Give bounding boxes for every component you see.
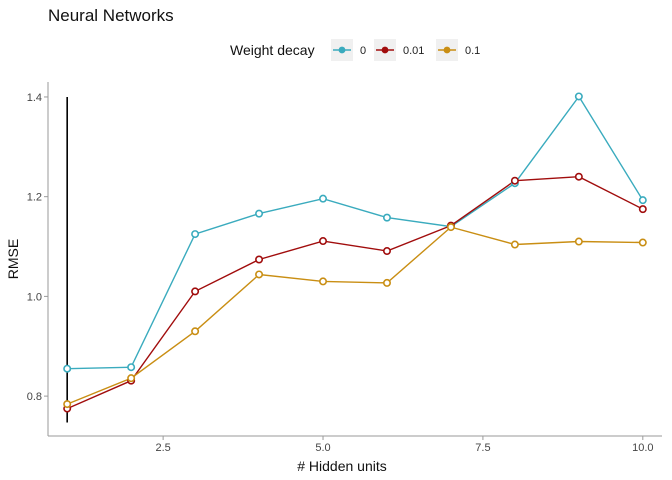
x-tick-label: 5.0 bbox=[315, 442, 330, 454]
data-point-0.1 bbox=[63, 400, 72, 409]
series-line-0 bbox=[67, 95, 644, 370]
plot-area bbox=[63, 92, 647, 423]
y-tick-label: 0.8 bbox=[27, 391, 42, 403]
legend-title: Weight decay bbox=[230, 42, 315, 58]
data-point-0 bbox=[382, 213, 391, 222]
x-tick-label: 10.0 bbox=[632, 442, 653, 454]
data-point-0.01 bbox=[191, 287, 200, 296]
data-point-0 bbox=[191, 230, 200, 239]
data-point-0.1 bbox=[319, 277, 328, 286]
legend: Weight decay 0 0.01 0.1 bbox=[230, 39, 480, 61]
data-point-0.01 bbox=[510, 176, 519, 185]
data-point-0 bbox=[255, 209, 264, 218]
data-point-0.1 bbox=[638, 238, 647, 247]
data-point-0.1 bbox=[382, 278, 391, 287]
y-axis-title: RMSE bbox=[5, 239, 21, 279]
data-point-0.01 bbox=[382, 247, 391, 256]
data-point-0 bbox=[638, 196, 647, 205]
x-tick-label: 2.5 bbox=[155, 442, 170, 454]
x-tick-label: 7.5 bbox=[475, 442, 490, 454]
data-point-0.1 bbox=[255, 270, 264, 279]
legend-label: 0 bbox=[360, 45, 366, 57]
y-tick-label: 1.4 bbox=[27, 92, 42, 104]
data-point-0 bbox=[63, 364, 72, 373]
data-point-0.01 bbox=[574, 172, 583, 181]
chart-title: Neural Networks bbox=[48, 6, 174, 25]
y-tick-label: 1.0 bbox=[27, 291, 42, 303]
series-line-0.1 bbox=[66, 226, 643, 405]
data-point-0.1 bbox=[510, 240, 519, 249]
data-point-0.1 bbox=[127, 374, 136, 383]
data-point-0.01 bbox=[255, 255, 264, 264]
x-axis-title: # Hidden units bbox=[297, 458, 387, 474]
legend-label: 0.01 bbox=[403, 45, 424, 57]
data-point-0 bbox=[127, 363, 136, 372]
data-point-0.1 bbox=[446, 223, 455, 232]
series-line-0.01 bbox=[66, 175, 644, 410]
data-point-0.1 bbox=[574, 237, 583, 246]
legend-key-point bbox=[338, 46, 346, 54]
legend-key-point bbox=[381, 46, 389, 54]
data-point-0.01 bbox=[319, 237, 328, 246]
data-point-0.1 bbox=[191, 327, 200, 336]
data-point-0 bbox=[574, 92, 583, 101]
axes: 2.5 5.0 7.5 10.0 0.8 1.0 1.2 1.4 bbox=[27, 82, 662, 454]
legend-key-point bbox=[443, 46, 451, 54]
legend-label: 0.1 bbox=[465, 45, 480, 57]
data-point-0.01 bbox=[638, 205, 647, 214]
data-point-0 bbox=[319, 194, 328, 203]
y-tick-label: 1.2 bbox=[27, 192, 42, 204]
